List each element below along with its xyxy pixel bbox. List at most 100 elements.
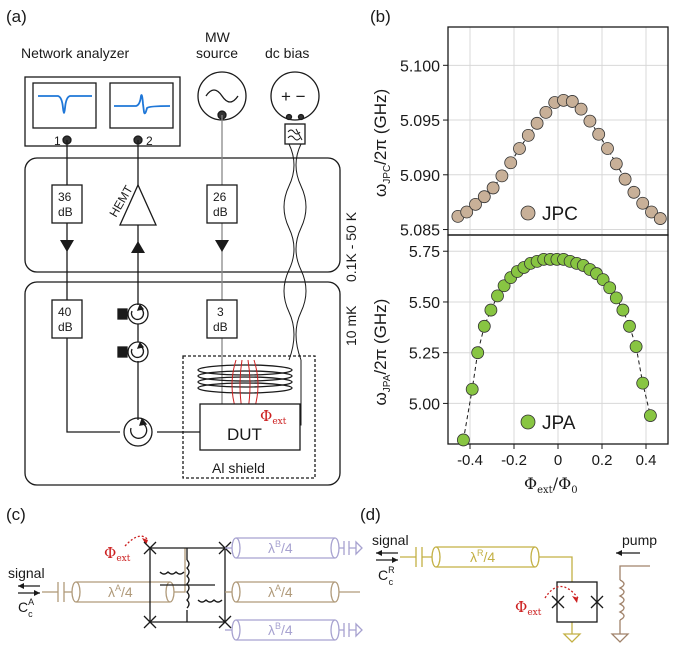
data-point-22	[603, 281, 617, 295]
na-screen-transmission	[32, 82, 97, 129]
chart-jpc: 5.085 5.090 5.095 5.100 JPC ωJPC/2π (GHz)	[371, 26, 669, 240]
res-a-right-label: λA/4	[268, 583, 293, 600]
x-axis-label: Φext/Φ0	[524, 474, 578, 496]
signal-label-c: signal	[8, 565, 45, 581]
stage-label-0p1k-50k: 0.1K - 50 K	[343, 211, 359, 282]
data-point-18	[609, 157, 623, 171]
data-point-23	[609, 291, 623, 305]
flux-arrow-c	[124, 535, 149, 547]
legend-label: JPA	[542, 413, 576, 434]
direction-arrow-out	[131, 241, 145, 253]
port-1-label: 1	[54, 134, 61, 148]
data-point-6	[504, 156, 518, 170]
y-tick-label-2: 5.50	[409, 295, 440, 312]
data-point-27	[636, 376, 650, 390]
data-point-24	[616, 303, 630, 317]
x-tick-label-4: 0.4	[636, 452, 657, 469]
data-point-7	[513, 142, 526, 155]
x-tick-label-3: 0.2	[592, 452, 613, 469]
x-tick-label-1: -0.2	[501, 452, 527, 469]
res-r-label: λR/4	[470, 548, 495, 565]
y-tick-label-2: 5.095	[400, 113, 440, 130]
phi-ext-label-d: Φext	[515, 598, 542, 618]
reflection-dispersive-icon	[114, 94, 171, 115]
att-36-num: 36	[58, 190, 72, 204]
data-point-8	[521, 128, 535, 142]
data-point-19	[618, 172, 632, 186]
transmission-dip-icon	[38, 95, 92, 114]
y-tick-label-0: 5.085	[400, 223, 440, 240]
data-point-25	[623, 319, 636, 333]
attenuator-40db	[51, 299, 83, 339]
data-point-5	[491, 289, 504, 303]
data-point-14	[574, 102, 588, 116]
cap-label-d: CR c	[378, 565, 395, 587]
josephson-ring-modulator	[143, 541, 232, 629]
data-point-10	[539, 105, 553, 119]
phi-ext-label-c: Φext	[104, 544, 131, 564]
dc-bias-source-icon	[270, 71, 320, 121]
att-36-unit: dB	[58, 205, 73, 219]
y-tick-label-0: 5.00	[409, 396, 440, 413]
mw-label-line1: MW	[205, 29, 231, 45]
panel-label-c: (c)	[6, 505, 26, 524]
port-2-label: 2	[146, 134, 153, 148]
attenuator-26db	[206, 184, 238, 224]
data-point-16	[592, 127, 606, 141]
data-point-2	[469, 197, 482, 211]
twisted-pair-b	[295, 143, 307, 361]
legend-label: JPC	[542, 204, 578, 225]
data-point-2	[471, 346, 485, 360]
data-point-9	[530, 116, 544, 130]
twisted-pair-a	[283, 143, 295, 361]
flux-arrowhead-d	[572, 596, 578, 603]
data-point-4	[484, 303, 498, 317]
sine-wave-icon	[205, 89, 239, 103]
al-shield-box	[182, 355, 316, 479]
resonator-a-right	[225, 581, 360, 603]
coupling-cap-c	[57, 582, 65, 602]
dc-bias-terminal-2	[297, 113, 305, 121]
data-point-26	[629, 340, 643, 354]
flux-coil-icon	[197, 364, 293, 394]
mw-label-line2: source	[196, 45, 238, 61]
filter-icon	[287, 128, 303, 141]
panel-label-a: (a)	[6, 7, 27, 26]
na-screen-reflection	[109, 82, 174, 129]
data-point-13	[565, 95, 579, 108]
arrow-left-c	[18, 583, 24, 589]
x-tick-label-0: -0.4	[457, 452, 483, 469]
squid-junctions	[551, 595, 604, 609]
data-point-17	[601, 142, 614, 155]
circulator-1	[117, 303, 149, 325]
pump-arrowhead	[616, 550, 622, 556]
dc-bias-polarity: + −	[281, 87, 306, 106]
panel-d-diagram: signal CR c λR/4 Φext pump	[372, 532, 657, 643]
input-line-lower	[66, 338, 120, 433]
data-point-15	[583, 114, 597, 128]
x-tick-label-2: 0	[554, 452, 562, 469]
direction-arrow-in	[60, 240, 74, 252]
att-40-unit: dB	[58, 320, 73, 334]
circulator-2	[117, 341, 149, 363]
y-tick-label-3: 5.100	[400, 58, 440, 75]
res-b-top-label: λB/4	[268, 539, 293, 556]
resonator-b-top	[225, 537, 363, 559]
stage-label-10mk: 10 mK	[343, 305, 359, 346]
pump-label: pump	[622, 532, 657, 548]
legend-marker	[520, 414, 536, 430]
data-point-1	[460, 205, 474, 219]
stage-box-0p1k-50k	[24, 157, 341, 273]
data-point-4	[486, 181, 500, 195]
legend-marker	[520, 205, 536, 221]
arrow-left-d	[376, 550, 382, 556]
dut-box	[199, 403, 301, 451]
resonator-b-bottom	[225, 619, 363, 641]
att-3-unit: dB	[213, 320, 228, 334]
circulator-3	[123, 417, 153, 447]
attenuator-3db	[206, 299, 238, 339]
arrow-right-c	[34, 590, 40, 596]
att-3-num: 3	[217, 305, 224, 319]
data-point-0	[456, 433, 470, 447]
